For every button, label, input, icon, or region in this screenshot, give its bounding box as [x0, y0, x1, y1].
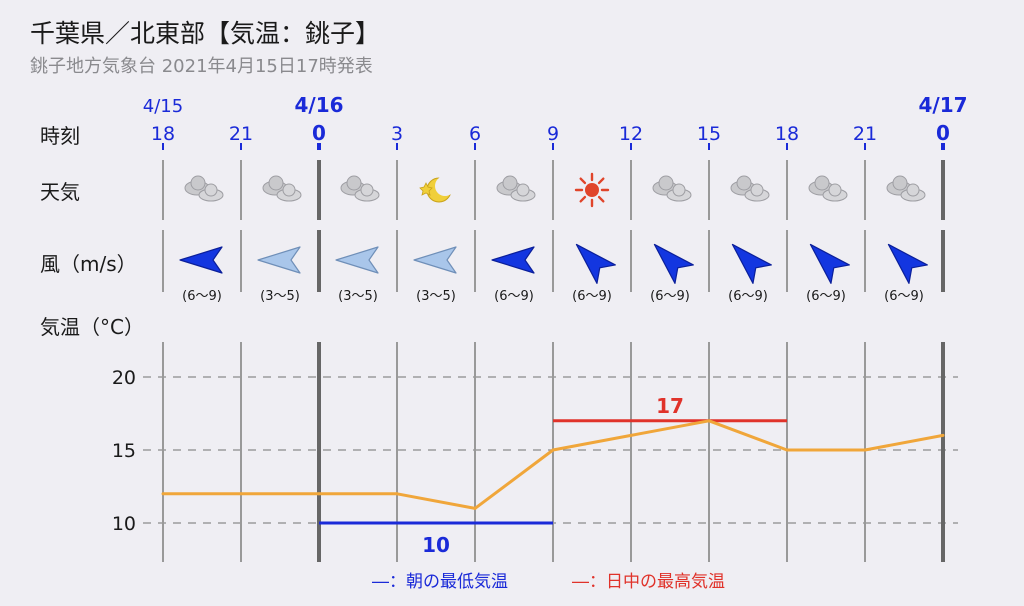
- row-label-temp: 気温（°C）: [40, 315, 144, 339]
- cloudy-icon: [886, 175, 926, 202]
- wind-arrow-icon: [491, 246, 535, 274]
- hour-tick-label: 21: [229, 123, 253, 145]
- page-title: 千葉県／北東部【気温：銚子】: [30, 19, 381, 48]
- wind-arrow-icon: [179, 246, 223, 274]
- hour-tick-label: 0: [312, 121, 326, 145]
- wind-arrow-icon: [257, 246, 301, 274]
- wind-speed-range: (6〜9): [650, 289, 690, 304]
- temperature-point: [707, 419, 711, 423]
- temperature-point: [863, 448, 867, 452]
- temperature-point: [473, 506, 477, 510]
- y-tick-label: 20: [112, 367, 136, 389]
- hour-tick-label: 18: [775, 123, 799, 145]
- temperature-point: [161, 492, 165, 496]
- legend-max-temp: ―：日中の最高気温: [572, 572, 725, 592]
- cloudy-icon: [652, 175, 692, 202]
- wind-arrow-icon: [335, 246, 379, 274]
- hour-tick-label: 9: [547, 123, 559, 145]
- wind-arrow-icon: [809, 243, 850, 284]
- row-label-weather: 天気: [40, 180, 80, 204]
- wind-speed-range: (6〜9): [494, 289, 534, 304]
- wind-arrow-icon: [731, 243, 772, 284]
- date-label: 4/17: [918, 93, 967, 117]
- wind-speed-range: (6〜9): [884, 289, 924, 304]
- moon-clear-icon: [419, 176, 455, 203]
- temperature-point: [941, 433, 945, 437]
- hour-tick-label: 15: [697, 123, 721, 145]
- hour-tick-label: 3: [391, 123, 403, 145]
- row-label-time: 時刻: [40, 124, 80, 148]
- sunny-icon: [574, 172, 610, 208]
- temperature-point: [551, 448, 555, 452]
- y-tick-label: 15: [112, 440, 136, 462]
- wind-arrow-icon: [887, 243, 928, 284]
- wind-arrow-icon: [575, 243, 616, 284]
- hour-tick-label: 12: [619, 123, 643, 145]
- row-label-wind: 風（m/s）: [40, 252, 137, 276]
- cloudy-icon: [496, 175, 536, 202]
- temperature-point: [317, 492, 321, 496]
- legend-min-temp: ―：朝の最低気温: [372, 572, 508, 592]
- wind-arrow-icon: [653, 243, 694, 284]
- y-tick-label: 10: [112, 513, 136, 535]
- date-label: 4/15: [143, 96, 183, 117]
- cloudy-icon: [730, 175, 770, 202]
- temperature-point: [785, 448, 789, 452]
- wind-speed-range: (6〜9): [806, 289, 846, 304]
- min-temp-label: 10: [422, 533, 450, 557]
- temperature-point: [239, 492, 243, 496]
- wind-speed-range: (6〜9): [728, 289, 768, 304]
- date-label: 4/16: [294, 93, 343, 117]
- cloudy-icon: [808, 175, 848, 202]
- wind-speed-range: (3〜5): [338, 289, 378, 304]
- wind-speed-range: (6〜9): [572, 289, 612, 304]
- temperature-point: [629, 433, 633, 437]
- max-temp-label: 17: [656, 394, 684, 418]
- cloudy-icon: [262, 175, 302, 202]
- cloudy-icon: [184, 175, 224, 202]
- wind-speed-range: (3〜5): [260, 289, 300, 304]
- hour-tick-label: 0: [936, 121, 950, 145]
- wind-arrow-icon: [413, 246, 457, 274]
- wind-speed-range: (6〜9): [182, 289, 222, 304]
- page-subtitle: 銚子地方気象台 2021年4月15日17時発表: [30, 56, 373, 77]
- hour-tick-label: 21: [853, 123, 877, 145]
- wind-speed-range: (3〜5): [416, 289, 456, 304]
- cloudy-icon: [340, 175, 380, 202]
- hour-tick-label: 18: [151, 123, 175, 145]
- hour-tick-label: 6: [469, 123, 481, 145]
- temperature-point: [395, 492, 399, 496]
